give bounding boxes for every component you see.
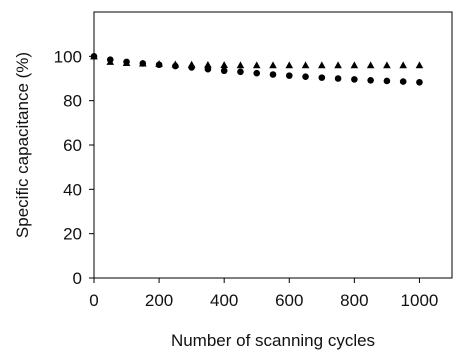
triangle-marker <box>139 59 147 67</box>
y-tick-label: 20 <box>63 225 82 244</box>
y-tick-label: 60 <box>63 136 82 155</box>
x-tick-label: 400 <box>210 291 238 310</box>
triangle-marker <box>350 61 359 69</box>
circle-marker <box>253 69 261 77</box>
circle-marker <box>367 76 374 84</box>
triangle-marker <box>106 58 115 65</box>
triangle-marker <box>383 61 391 69</box>
circle-marker <box>399 78 407 85</box>
triangle-marker <box>252 61 261 69</box>
triangle-marker <box>334 61 342 69</box>
y-tick-label: 100 <box>54 47 82 66</box>
circle-marker <box>351 76 358 83</box>
x-tick-label: 1000 <box>401 291 439 310</box>
triangle-marker <box>204 60 212 68</box>
triangle-marker <box>155 60 163 67</box>
circle-marker <box>237 68 244 76</box>
y-tick-label: 0 <box>73 269 82 288</box>
y-axis-title: Specific capacitance (%) <box>13 52 32 238</box>
triangle-marker <box>399 61 407 69</box>
triangle-marker <box>220 61 228 69</box>
triangle-marker <box>318 61 326 69</box>
triangle-marker <box>122 59 131 67</box>
plot-area-frame <box>93 11 453 279</box>
x-axis-title: Number of scanning cycles <box>171 331 375 350</box>
circle-marker <box>416 78 423 86</box>
triangle-marker <box>301 61 310 69</box>
circle-marker <box>383 77 391 85</box>
triangle-marker <box>285 61 294 69</box>
circle-marker <box>220 67 228 75</box>
circle-marker <box>269 71 277 78</box>
triangle-marker <box>171 60 180 68</box>
data-markers <box>90 52 424 86</box>
y-tick-label: 40 <box>63 180 82 199</box>
triangle-marker <box>269 61 277 69</box>
triangle-marker <box>415 61 424 69</box>
circle-marker <box>302 73 309 81</box>
circle-marker <box>285 72 293 79</box>
y-tick-label: 80 <box>63 92 82 111</box>
x-tick-label: 800 <box>340 291 368 310</box>
triangle-marker <box>236 61 245 69</box>
y-axis-ticks: 0 20 40 60 80 100 <box>54 47 94 288</box>
triangle-marker <box>187 60 196 68</box>
x-tick-label: 600 <box>275 291 303 310</box>
x-axis-ticks: 0 200 400 600 800 1000 <box>89 278 438 310</box>
x-tick-label: 0 <box>89 291 98 310</box>
triangle-marker <box>366 61 375 69</box>
triangle-marker <box>90 52 98 60</box>
circle-marker <box>318 74 326 81</box>
circle-marker <box>334 75 342 82</box>
x-tick-label: 200 <box>145 291 173 310</box>
